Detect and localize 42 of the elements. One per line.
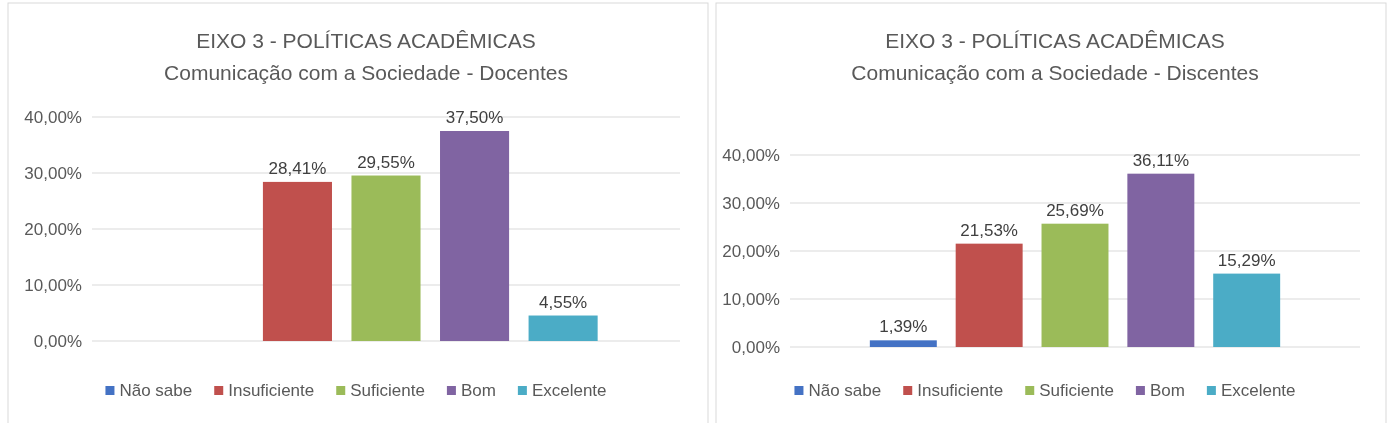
y-tick-label: 30,00% bbox=[24, 163, 82, 183]
y-tick-label: 30,00% bbox=[722, 193, 780, 213]
chart-subtitle: Comunicação com a Sociedade - Discentes bbox=[851, 61, 1259, 84]
bar bbox=[351, 175, 421, 341]
data-label: 37,50% bbox=[445, 108, 504, 127]
legend-label: Excelente bbox=[531, 381, 607, 400]
y-tick-label: 40,00% bbox=[24, 107, 82, 127]
chart-subtitle: Comunicação com a Sociedade - Docentes bbox=[164, 61, 568, 84]
data-label: 1,39% bbox=[879, 317, 928, 337]
bar bbox=[869, 340, 937, 347]
legend-label: Insuficiente bbox=[917, 381, 1004, 400]
y-tick-label: 10,00% bbox=[24, 275, 82, 295]
chart-title: EIXO 3 - POLÍTICAS ACADÊMICAS bbox=[196, 29, 536, 52]
chart-title: EIXO 3 - POLÍTICAS ACADÊMICAS bbox=[885, 29, 1225, 52]
y-tick-label: 20,00% bbox=[722, 241, 780, 261]
bar bbox=[440, 131, 510, 341]
bar bbox=[1041, 223, 1109, 347]
legend-label: Não sabe bbox=[119, 381, 193, 400]
bar bbox=[955, 243, 1023, 347]
legend-label: Não sabe bbox=[808, 381, 882, 400]
y-tick-label: 10,00% bbox=[722, 289, 780, 309]
legend-label: Suficiente bbox=[350, 381, 425, 400]
data-label: 4,55% bbox=[539, 292, 588, 312]
legend-label: Excelente bbox=[1220, 381, 1296, 400]
data-label: 25,69% bbox=[1046, 200, 1104, 220]
data-label: 21,53% bbox=[960, 220, 1018, 240]
legend-label: Suficiente bbox=[1039, 381, 1114, 400]
data-label: 36,11% bbox=[1132, 150, 1190, 170]
y-tick-label: 0,00% bbox=[33, 331, 82, 351]
bar bbox=[1213, 273, 1281, 347]
legend-label: Bom bbox=[460, 381, 496, 400]
bar bbox=[262, 181, 332, 341]
data-label: 29,55% bbox=[357, 152, 415, 172]
data-label: 28,41% bbox=[268, 158, 327, 178]
y-tick-label: 0,00% bbox=[731, 337, 780, 357]
y-tick-label: 40,00% bbox=[722, 145, 780, 165]
bar bbox=[528, 315, 598, 341]
legend-label: Bom bbox=[1149, 381, 1185, 400]
legend-label: Insuficiente bbox=[228, 381, 315, 400]
data-label: 15,29% bbox=[1217, 250, 1276, 270]
y-tick-label: 20,00% bbox=[24, 219, 82, 239]
bar bbox=[1127, 173, 1195, 347]
